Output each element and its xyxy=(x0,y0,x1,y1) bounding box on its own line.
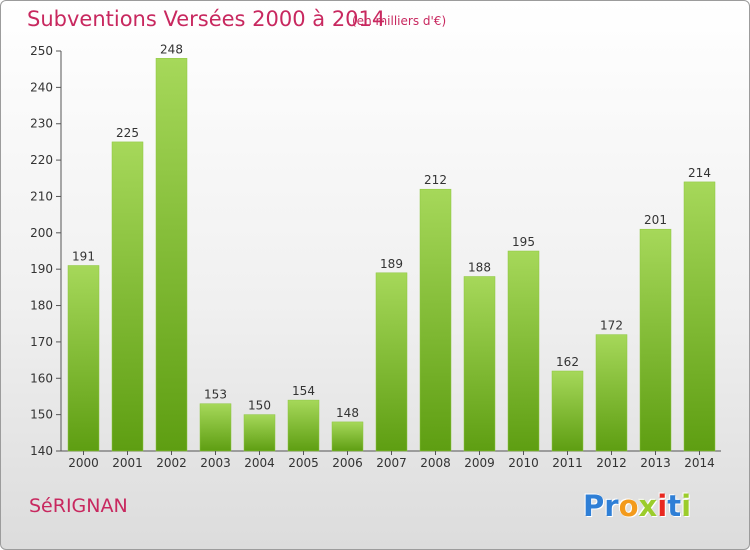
unit-note: (en milliers d'€) xyxy=(352,14,447,28)
data-label: 201 xyxy=(644,213,667,227)
bar-2009 xyxy=(463,276,496,452)
bar-2005 xyxy=(287,399,320,452)
y-tick-label: 160 xyxy=(30,371,53,385)
bar-2002 xyxy=(155,58,188,452)
y-tick-label: 230 xyxy=(30,117,53,131)
bar-2006 xyxy=(331,421,364,452)
data-label: 191 xyxy=(72,250,95,264)
y-tick-label: 210 xyxy=(30,189,53,203)
x-tick-label: 2000 xyxy=(68,456,99,470)
data-label: 189 xyxy=(380,257,403,271)
data-label: 162 xyxy=(556,355,579,369)
bar-2010 xyxy=(507,250,540,452)
x-tick-label: 2006 xyxy=(332,456,363,470)
logo-letter: t xyxy=(667,489,682,523)
bar-2003 xyxy=(199,403,232,452)
x-tick-label: 2008 xyxy=(420,456,451,470)
bar-2013 xyxy=(639,228,672,452)
x-tick-label: 2011 xyxy=(552,456,583,470)
bar-2014 xyxy=(683,181,716,452)
logo-letter: i xyxy=(681,489,692,523)
data-label: 195 xyxy=(512,235,535,249)
logo-letter: x xyxy=(638,489,658,523)
data-label: 150 xyxy=(248,399,271,413)
logo-letter: o xyxy=(618,489,639,523)
x-tick-label: 2003 xyxy=(200,456,231,470)
logo-letter: P xyxy=(583,489,605,523)
data-label: 148 xyxy=(336,406,359,420)
data-label: 225 xyxy=(116,126,139,140)
data-label: 214 xyxy=(688,166,711,180)
x-tick-label: 2001 xyxy=(112,456,143,470)
y-tick-label: 250 xyxy=(30,44,53,58)
y-tick-label: 190 xyxy=(30,262,53,276)
y-tick-label: 140 xyxy=(30,444,53,458)
bar-2012 xyxy=(595,334,628,452)
chart-title: Subventions Versées 2000 à 2014 xyxy=(27,7,386,31)
x-tick-label: 2002 xyxy=(156,456,187,470)
data-label: 212 xyxy=(424,173,447,187)
x-tick-label: 2013 xyxy=(640,456,671,470)
y-tick-label: 220 xyxy=(30,153,53,167)
x-tick-label: 2012 xyxy=(596,456,627,470)
data-label: 172 xyxy=(600,319,623,333)
y-tick-label: 150 xyxy=(30,408,53,422)
y-tick-label: 170 xyxy=(30,335,53,349)
logo-letter: r xyxy=(604,489,619,523)
x-tick-label: 2014 xyxy=(684,456,715,470)
bar-2004 xyxy=(243,414,276,452)
y-tick-label: 240 xyxy=(30,80,53,94)
commune-name: SéRIGNAN xyxy=(29,495,128,517)
bar-2001 xyxy=(111,141,144,452)
bar-2008 xyxy=(419,188,452,452)
x-tick-label: 2005 xyxy=(288,456,319,470)
x-tick-label: 2004 xyxy=(244,456,275,470)
data-label: 248 xyxy=(160,42,183,56)
bar-2007 xyxy=(375,272,408,452)
bar-2000 xyxy=(67,265,100,452)
bar-2011 xyxy=(551,370,584,452)
x-tick-label: 2007 xyxy=(376,456,407,470)
y-tick-label: 200 xyxy=(30,226,53,240)
x-tick-label: 2009 xyxy=(464,456,495,470)
data-label: 188 xyxy=(468,261,491,275)
y-tick-label: 180 xyxy=(30,299,53,313)
data-label: 153 xyxy=(204,388,227,402)
logo-letter: i xyxy=(657,489,668,523)
proxiti-logo: Proxiti xyxy=(583,489,691,523)
x-tick-label: 2010 xyxy=(508,456,539,470)
data-label: 154 xyxy=(292,384,315,398)
